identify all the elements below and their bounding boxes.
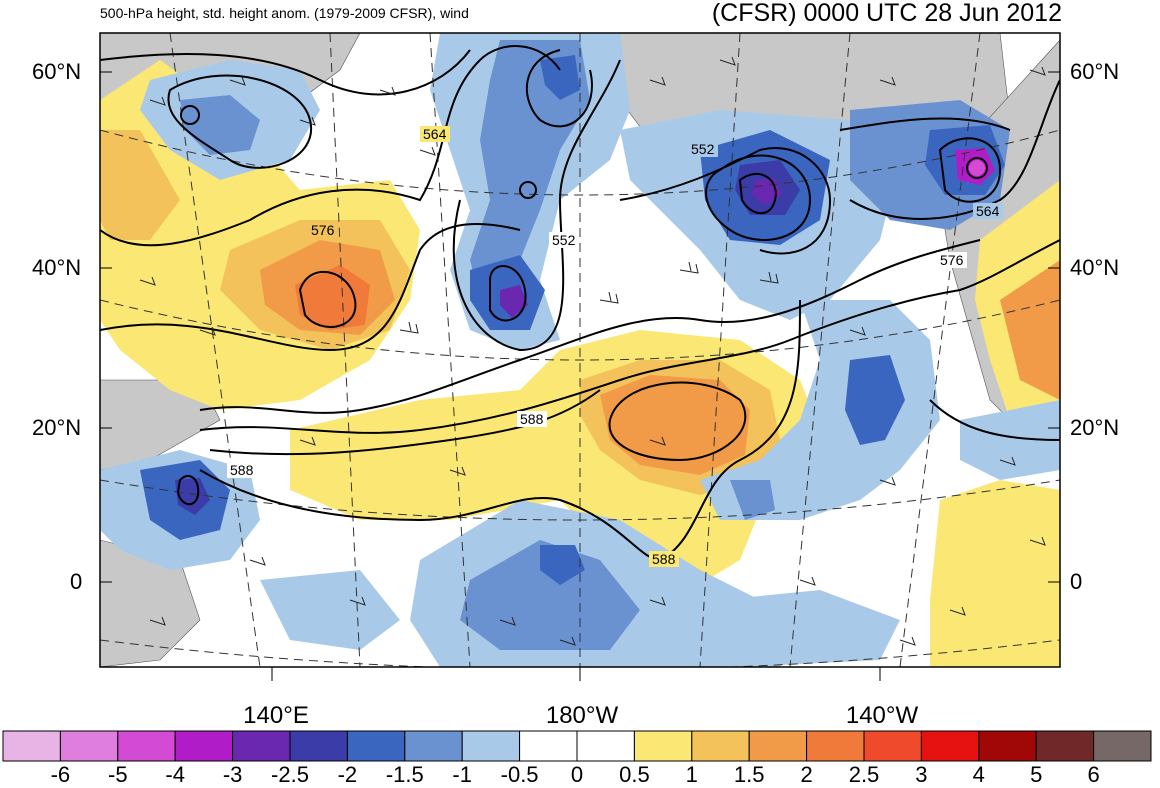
colorbar-swatch — [59, 730, 119, 762]
height-contours — [100, 45, 1060, 562]
colorbar-label: -1.5 — [385, 762, 424, 787]
colorbar-swatch — [633, 730, 693, 762]
contour-label: 564 — [423, 126, 447, 142]
colorbar-label: 2.5 — [848, 762, 880, 787]
lon-label: 180°W — [545, 702, 619, 729]
colorbar-label: -0.5 — [500, 762, 539, 787]
colorbar-swatch — [404, 730, 463, 762]
colorbar-swatch — [576, 730, 635, 762]
map-title: (CFSR) 0000 UTC 28 Jun 2012 — [711, 0, 1062, 27]
map-subtitle: 500-hPa height, std. height anom. (1979-… — [100, 5, 469, 21]
colorbar-label: 2 — [800, 762, 813, 787]
lat-label-left: 60°N — [32, 59, 82, 84]
colorbar-swatch — [1093, 730, 1152, 762]
lon-label: 140°W — [845, 702, 919, 729]
lat-label-right: 60°N — [1070, 59, 1120, 84]
colorbar-swatch — [461, 730, 521, 762]
colorbar-swatch — [691, 730, 750, 762]
contour-labels: 564 552 576 552 564 576 588 588 588 — [227, 126, 1003, 567]
colorbar-label: -1 — [452, 762, 472, 787]
colorbar-swatch — [174, 730, 234, 762]
colorbar-label: 0.5 — [619, 762, 650, 787]
colorbar — [2, 730, 1152, 762]
lat-label-right: 0 — [1070, 569, 1083, 594]
colorbar-swatch — [117, 730, 176, 762]
colorbar-swatch — [346, 730, 406, 762]
colorbar-label: -4 — [165, 762, 185, 787]
contour-label: 552 — [552, 232, 576, 248]
contour-label: 552 — [691, 141, 715, 157]
colorbar-label: -2 — [337, 762, 358, 787]
colorbar-swatch — [289, 730, 348, 762]
lat-label-left: 0 — [70, 569, 83, 594]
lat-label-right: 40°N — [1070, 255, 1120, 280]
lat-label-left: 40°N — [32, 255, 82, 280]
colorbar-label: 1 — [685, 762, 698, 787]
lon-label: 140°E — [243, 702, 309, 729]
contour-label: 588 — [520, 411, 544, 427]
colorbar-label: -3 — [222, 762, 243, 787]
axis-ticks — [100, 71, 1060, 681]
colorbar-swatch — [748, 730, 808, 762]
contour-label: 576 — [311, 222, 335, 238]
colorbar-swatch — [232, 730, 291, 762]
lat-label-left: 20°N — [32, 415, 82, 440]
colorbar-swatch — [978, 730, 1037, 762]
colorbar-swatch — [863, 730, 922, 762]
contour-label: 576 — [940, 252, 964, 268]
colorbar-label: 5 — [1030, 762, 1043, 787]
colorbar-swatch — [519, 730, 578, 762]
colorbar-swatch — [806, 730, 865, 762]
colorbar-label: 4 — [972, 762, 985, 787]
contour-label: 588 — [230, 462, 254, 478]
wind-barbs — [139, 56, 1046, 646]
colorbar-swatch — [1035, 730, 1095, 762]
colorbar-label: 1.5 — [733, 762, 765, 787]
contour-label: 588 — [652, 551, 676, 567]
colorbar-label: 3 — [915, 762, 928, 787]
colorbar-label: -2.5 — [271, 762, 309, 787]
colorbar-swatch — [2, 730, 61, 762]
colorbar-label: -6 — [50, 762, 71, 787]
colorbar-label: -5 — [108, 762, 128, 787]
contour-label: 564 — [976, 203, 1000, 219]
colorbar-swatch — [920, 730, 980, 762]
colorbar-label: 0 — [570, 762, 584, 787]
colorbar-label: 6 — [1087, 762, 1100, 787]
lat-label-right: 20°N — [1070, 415, 1120, 440]
